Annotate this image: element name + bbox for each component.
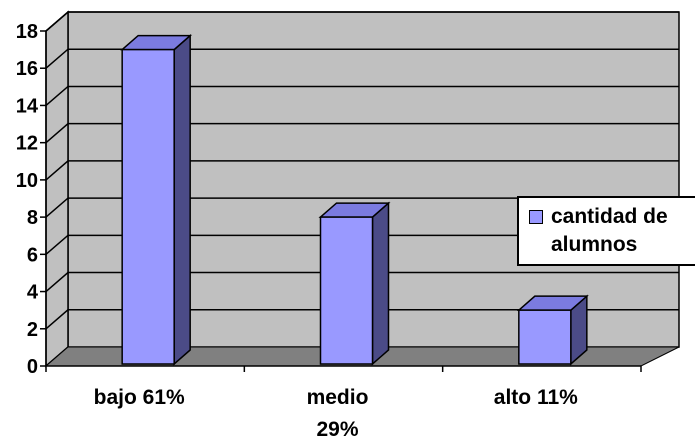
y-tick-labels: 0 2 4 6 8 10 12 14 16 18 bbox=[16, 21, 39, 378]
y-tick-label: 4 bbox=[27, 282, 39, 304]
y-tick-label: 2 bbox=[27, 319, 38, 341]
bar bbox=[518, 309, 572, 365]
gridline bbox=[45, 85, 679, 107]
gridline bbox=[45, 271, 679, 293]
y-tick-label: 10 bbox=[16, 170, 38, 192]
y-tick-label: 0 bbox=[27, 356, 38, 378]
y-tick-label: 18 bbox=[16, 21, 38, 43]
y-tick-label: 6 bbox=[27, 244, 38, 266]
gridline bbox=[45, 48, 679, 69]
y-tick-label: 12 bbox=[16, 133, 38, 155]
legend: cantidad de alumnos bbox=[517, 196, 695, 266]
gridline bbox=[45, 160, 679, 181]
bar bbox=[121, 48, 175, 365]
x-tick-label: alto 11% bbox=[494, 386, 578, 409]
gridline bbox=[45, 197, 679, 218]
bars bbox=[120, 33, 589, 366]
x-tick-label: bajo 61% bbox=[94, 386, 185, 409]
gridline bbox=[45, 234, 679, 255]
x-tick-labels: bajo 61% medio 29% alto 11% bbox=[94, 386, 579, 441]
x-tick-label: medio 29% bbox=[307, 386, 369, 441]
gridline bbox=[45, 309, 679, 330]
gridline bbox=[45, 122, 679, 144]
legend-label: cantidad de alumnos bbox=[551, 205, 668, 256]
y-tick-label: 8 bbox=[27, 207, 38, 229]
legend-swatch bbox=[529, 210, 543, 224]
y-tick-label: 14 bbox=[16, 95, 39, 117]
gridline bbox=[45, 11, 679, 32]
bar bbox=[319, 216, 374, 365]
bar-side bbox=[371, 201, 390, 366]
axes bbox=[40, 30, 642, 372]
bar-side bbox=[173, 33, 191, 366]
gridlines bbox=[45, 11, 679, 330]
y-tick-label: 16 bbox=[16, 58, 38, 80]
